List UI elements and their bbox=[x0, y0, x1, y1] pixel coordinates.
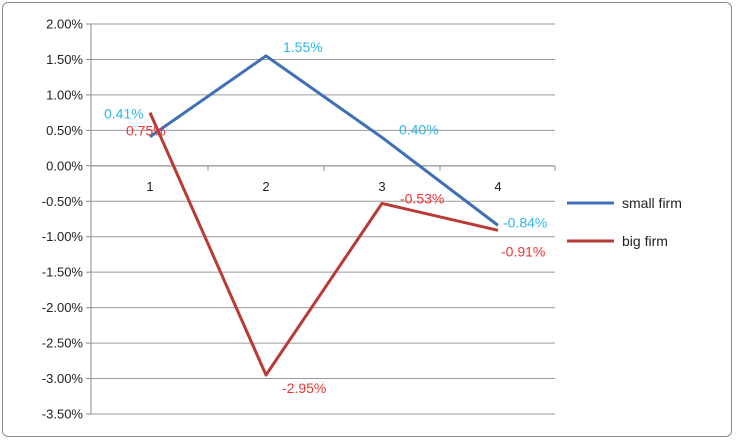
series-line-big-firm bbox=[148, 112, 499, 377]
x-tick-label: 4 bbox=[494, 179, 501, 194]
legend-entry: small firm bbox=[622, 195, 682, 211]
series-line-small-firm bbox=[149, 54, 499, 227]
y-tick-label: 1.50% bbox=[46, 52, 83, 67]
x-tick-label: 3 bbox=[378, 179, 385, 194]
data-label: 0.40% bbox=[399, 121, 439, 137]
y-tick-label: 0.00% bbox=[46, 158, 83, 173]
y-tick-label: -3.50% bbox=[42, 407, 84, 422]
y-tick-label: 0.50% bbox=[46, 123, 83, 138]
y-tick-label: -2.00% bbox=[42, 300, 84, 315]
data-label: -0.84% bbox=[503, 214, 547, 230]
data-label: 0.75% bbox=[126, 123, 166, 139]
y-tick-label: -3.00% bbox=[42, 371, 84, 386]
legend-entry: big firm bbox=[622, 233, 668, 249]
x-tick-label: 1 bbox=[146, 179, 153, 194]
data-label: -0.53% bbox=[400, 190, 444, 206]
data-label: 1.55% bbox=[283, 39, 323, 55]
y-tick-label: -2.50% bbox=[42, 336, 84, 351]
y-tick-label: -0.50% bbox=[42, 194, 84, 209]
y-tick-label: 1.00% bbox=[46, 87, 83, 102]
data-label: -2.95% bbox=[282, 380, 326, 396]
data-label: -0.91% bbox=[501, 243, 545, 259]
data-label: 0.41% bbox=[104, 106, 144, 122]
x-tick-label: 2 bbox=[262, 179, 269, 194]
y-tick-label: -1.00% bbox=[42, 229, 84, 244]
y-tick-label: 2.00% bbox=[46, 17, 83, 32]
y-tick-label: -1.50% bbox=[42, 265, 84, 280]
chart-frame bbox=[2, 2, 732, 437]
